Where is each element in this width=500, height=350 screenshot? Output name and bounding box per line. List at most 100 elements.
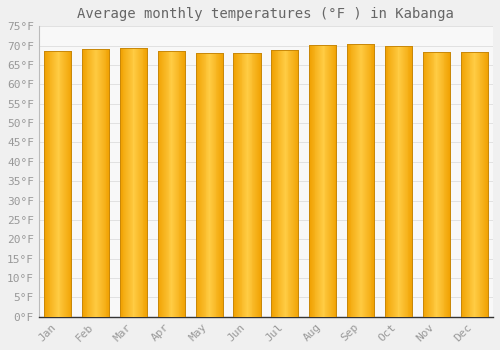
Bar <box>247 52 248 317</box>
Bar <box>82 49 109 317</box>
Bar <box>354 44 355 317</box>
Bar <box>44 51 72 317</box>
Bar <box>368 44 370 317</box>
Bar <box>138 48 139 317</box>
Bar <box>472 52 473 317</box>
Bar <box>324 45 326 317</box>
Bar <box>441 52 442 317</box>
Bar <box>120 48 147 317</box>
Bar <box>202 52 203 317</box>
Bar <box>56 51 57 317</box>
Bar <box>142 48 144 317</box>
Bar <box>385 47 412 317</box>
Bar <box>478 52 480 317</box>
Bar <box>86 49 88 317</box>
Bar <box>45 51 46 317</box>
Bar <box>252 52 254 317</box>
Bar <box>426 52 427 317</box>
Bar <box>214 52 216 317</box>
Bar <box>405 47 406 317</box>
Bar <box>101 49 102 317</box>
Bar <box>436 52 437 317</box>
Bar <box>126 48 127 317</box>
Bar <box>460 52 488 317</box>
Bar <box>48 51 50 317</box>
Bar <box>385 47 412 317</box>
Bar <box>352 44 354 317</box>
Bar <box>286 50 288 317</box>
Bar <box>250 52 252 317</box>
Bar <box>93 49 94 317</box>
Bar <box>66 51 67 317</box>
Bar <box>209 52 210 317</box>
Bar <box>257 52 258 317</box>
Bar <box>422 52 450 317</box>
Bar <box>165 51 166 317</box>
Bar <box>329 45 330 317</box>
Bar <box>198 52 199 317</box>
Bar <box>221 52 222 317</box>
Bar <box>356 44 357 317</box>
Bar <box>370 44 372 317</box>
Bar <box>108 49 109 317</box>
Bar <box>309 45 336 317</box>
Bar <box>137 48 138 317</box>
Bar <box>174 51 175 317</box>
Bar <box>64 51 65 317</box>
Bar <box>53 51 54 317</box>
Bar <box>474 52 475 317</box>
Bar <box>334 45 336 317</box>
Bar <box>273 50 274 317</box>
Bar <box>162 51 163 317</box>
Bar <box>290 50 291 317</box>
Bar <box>440 52 441 317</box>
Bar <box>199 52 200 317</box>
Bar <box>196 52 223 317</box>
Bar <box>372 44 374 317</box>
Bar <box>326 45 328 317</box>
Bar <box>136 48 137 317</box>
Bar <box>91 49 92 317</box>
Bar <box>350 44 352 317</box>
Bar <box>310 45 311 317</box>
Bar <box>220 52 221 317</box>
Bar <box>320 45 321 317</box>
Bar <box>83 49 84 317</box>
Bar <box>57 51 58 317</box>
Bar <box>206 52 208 317</box>
Bar <box>259 52 260 317</box>
Bar <box>52 51 53 317</box>
Bar <box>285 50 286 317</box>
Bar <box>406 47 408 317</box>
Bar <box>212 52 213 317</box>
Bar <box>447 52 448 317</box>
Bar <box>278 50 280 317</box>
Bar <box>284 50 285 317</box>
Bar <box>360 44 362 317</box>
Bar <box>295 50 296 317</box>
Bar <box>167 51 168 317</box>
Bar <box>218 52 219 317</box>
Bar <box>486 52 487 317</box>
Bar <box>385 47 386 317</box>
Bar <box>283 50 284 317</box>
Bar <box>130 48 132 317</box>
Bar <box>467 52 468 317</box>
Bar <box>422 52 450 317</box>
Bar <box>256 52 257 317</box>
Bar <box>106 49 108 317</box>
Bar <box>367 44 368 317</box>
Bar <box>249 52 250 317</box>
Bar <box>448 52 449 317</box>
Bar <box>347 44 348 317</box>
Bar <box>280 50 281 317</box>
Bar <box>65 51 66 317</box>
Bar <box>90 49 91 317</box>
Bar <box>201 52 202 317</box>
Bar <box>88 49 89 317</box>
Bar <box>401 47 402 317</box>
Bar <box>173 51 174 317</box>
Bar <box>234 52 260 317</box>
Bar <box>158 51 185 317</box>
Bar <box>362 44 364 317</box>
